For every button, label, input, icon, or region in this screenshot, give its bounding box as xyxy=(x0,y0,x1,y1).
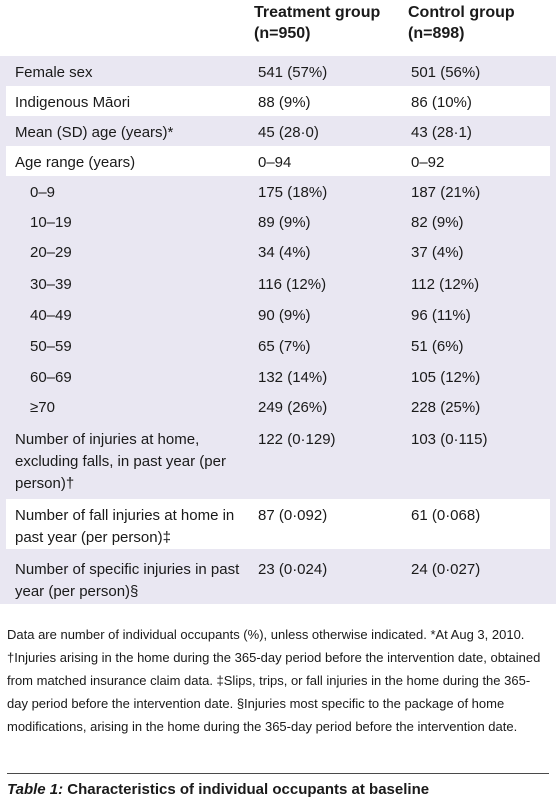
treatment-value: 132 (14%) xyxy=(258,369,328,386)
control-value: 228 (25%) xyxy=(411,399,481,416)
treatment-value: 122 (0·129) xyxy=(258,431,336,448)
row-label: Indigenous Māori xyxy=(15,94,131,111)
table-footnotes: Data are number of individual occupants … xyxy=(7,623,549,738)
table-row: Number of injuries at home, excluding fa… xyxy=(0,423,556,495)
row-label: 30–39 xyxy=(30,276,72,293)
control-group-title: Control group xyxy=(408,4,515,21)
treatment-group-title: Treatment group xyxy=(254,4,381,21)
table-caption: Table 1: Characteristics of individual o… xyxy=(7,779,429,801)
table-row: 30–39 116 (12%) 112 (12%) xyxy=(0,268,556,298)
row-label: Age range (years) xyxy=(15,154,136,171)
treatment-value: 90 (9%) xyxy=(258,307,311,324)
control-value: 96 (11%) xyxy=(411,307,471,324)
table-row: 0–9 175 (18%) 187 (21%) xyxy=(0,176,556,206)
table-row: Number of fall injuries at home in past … xyxy=(6,499,550,549)
treatment-value: 541 (57%) xyxy=(258,64,328,81)
table-row: 60–69 132 (14%) 105 (12%) xyxy=(0,361,556,391)
treatment-value: 0–94 xyxy=(258,154,292,171)
row-label: 60–69 xyxy=(30,369,72,386)
treatment-group-header: Treatment group (n=950) xyxy=(254,2,380,44)
control-value: 43 (28·1) xyxy=(411,124,472,141)
treatment-value: 87 (0·092) xyxy=(258,507,328,524)
control-value: 61 (0·068) xyxy=(411,507,481,524)
row-label: Number of injuries at home, excluding fa… xyxy=(15,431,226,492)
row-label: Female sex xyxy=(15,64,93,81)
row-label: Mean (SD) age (years)* xyxy=(15,124,174,141)
row-label: ≥70 xyxy=(30,399,55,416)
control-value: 501 (56%) xyxy=(411,64,481,81)
row-label: 50–59 xyxy=(30,338,72,355)
control-value: 51 (6%) xyxy=(411,338,464,355)
table-row: Number of specific injuries in past year… xyxy=(0,553,556,604)
caption-label: Table 1: xyxy=(7,781,64,798)
table-row: Indigenous Māori 88 (9%) 86 (10%) xyxy=(6,86,550,116)
control-value: 103 (0·115) xyxy=(411,431,488,448)
control-value: 112 (12%) xyxy=(411,276,480,293)
control-value: 187 (21%) xyxy=(411,184,481,201)
control-value: 37 (4%) xyxy=(411,244,464,261)
table-row: 10–19 89 (9%) 82 (9%) xyxy=(0,206,556,236)
table-row: Mean (SD) age (years)* 45 (28·0) 43 (28·… xyxy=(0,116,556,146)
characteristics-table: Female sex 541 (57%) 501 (56%) Indigenou… xyxy=(0,56,556,604)
treatment-value: 175 (18%) xyxy=(258,184,328,201)
table-row: ≥70 249 (26%) 228 (25%) xyxy=(0,391,556,423)
row-label: 10–19 xyxy=(30,214,72,231)
footnote-text: Data are number of individual occupants … xyxy=(7,627,541,734)
row-label: 40–49 xyxy=(30,307,72,324)
row-label: Number of specific injuries in past year… xyxy=(15,561,240,600)
treatment-value: 34 (4%) xyxy=(258,244,311,261)
caption-text: Characteristics of individual occupants … xyxy=(63,781,430,798)
treatment-value: 65 (7%) xyxy=(258,338,311,355)
control-value: 105 (12%) xyxy=(411,369,481,386)
table-row: Age range (years) 0–94 0–92 xyxy=(6,146,550,176)
treatment-group-n: (n=950) xyxy=(254,25,311,42)
table-row: 20–29 34 (4%) 37 (4%) xyxy=(0,236,556,266)
control-group-n: (n=898) xyxy=(408,25,465,42)
treatment-value: 88 (9%) xyxy=(258,94,311,111)
row-label: 0–9 xyxy=(30,184,56,201)
row-label: 20–29 xyxy=(30,244,72,261)
control-group-header: Control group (n=898) xyxy=(408,2,515,44)
treatment-value: 116 (12%) xyxy=(258,276,327,293)
table-row: 40–49 90 (9%) 96 (11%) xyxy=(0,299,556,329)
control-value: 24 (0·027) xyxy=(411,561,481,578)
table-row: 50–59 65 (7%) 51 (6%) xyxy=(0,330,556,360)
control-value: 82 (9%) xyxy=(411,214,464,231)
table-header: Treatment group (n=950) Control group (n… xyxy=(0,0,556,50)
control-value: 86 (10%) xyxy=(411,94,472,111)
caption-divider xyxy=(7,773,549,774)
treatment-value: 89 (9%) xyxy=(258,214,311,231)
treatment-value: 249 (26%) xyxy=(258,399,328,416)
treatment-value: 45 (28·0) xyxy=(258,124,319,141)
table-row: Female sex 541 (57%) 501 (56%) xyxy=(0,56,556,86)
control-value: 0–92 xyxy=(411,154,445,171)
row-label: Number of fall injuries at home in past … xyxy=(15,507,235,546)
treatment-value: 23 (0·024) xyxy=(258,561,328,578)
